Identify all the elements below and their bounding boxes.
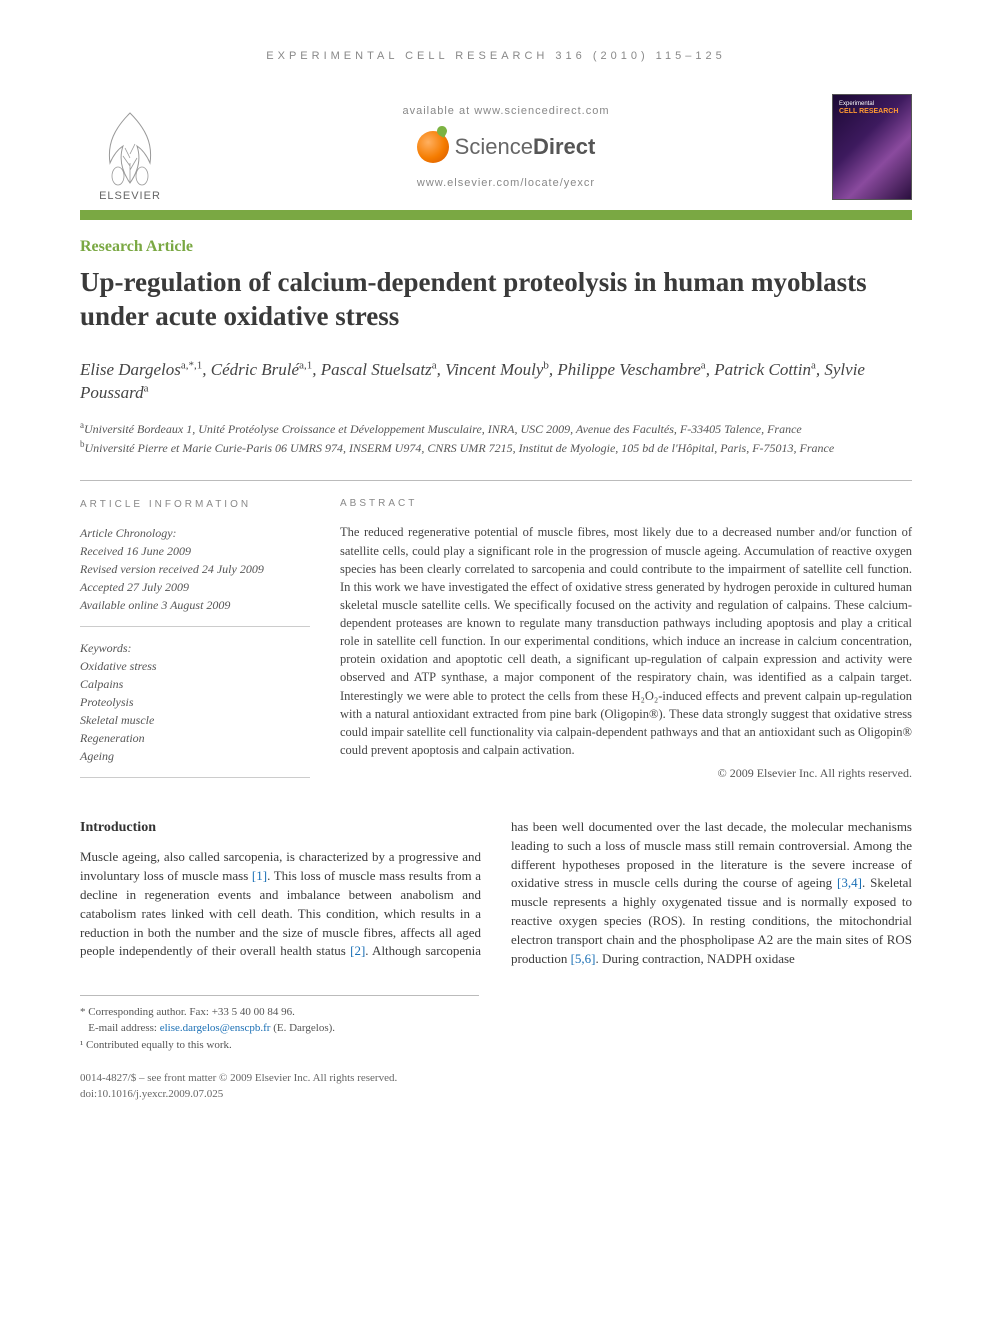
info-head: ARTICLE INFORMATION bbox=[80, 497, 310, 512]
elsevier-logo: ELSEVIER bbox=[80, 92, 180, 202]
sd-logo: ScienceDirect bbox=[200, 131, 812, 163]
keywords-label: Keywords: bbox=[80, 639, 310, 657]
page-footer: 0014-4827/$ – see front matter © 2009 El… bbox=[80, 1071, 912, 1102]
contrib-note: ¹ Contributed equally to this work. bbox=[80, 1037, 479, 1054]
keyword: Skeletal muscle bbox=[80, 711, 310, 729]
email-link[interactable]: elise.dargelos@enscpb.fr bbox=[160, 1022, 271, 1034]
article-title: Up-regulation of calcium-dependent prote… bbox=[80, 266, 912, 334]
abstract: ABSTRACT The reduced regenerative potent… bbox=[340, 497, 912, 790]
article-type: Research Article bbox=[80, 238, 912, 256]
corresponding-author: * Corresponding author. Fax: +33 5 40 00… bbox=[80, 1004, 479, 1021]
tree-icon bbox=[95, 108, 165, 188]
ref-link[interactable]: [2] bbox=[350, 943, 365, 958]
intro-paragraph: Muscle ageing, also called sarcopenia, i… bbox=[80, 818, 912, 969]
elsevier-label: ELSEVIER bbox=[99, 190, 161, 202]
info-divider bbox=[80, 777, 310, 778]
abstract-text: The reduced regenerative potential of mu… bbox=[340, 523, 912, 759]
keyword: Calpains bbox=[80, 675, 310, 693]
locate-url: www.elsevier.com/locate/yexcr bbox=[200, 177, 812, 189]
publisher-band: ELSEVIER available at www.sciencedirect.… bbox=[80, 92, 912, 202]
body-columns: Introduction Muscle ageing, also called … bbox=[80, 818, 912, 969]
keyword: Ageing bbox=[80, 747, 310, 765]
sciencedirect-block: available at www.sciencedirect.com Scien… bbox=[180, 105, 832, 189]
green-rule bbox=[80, 210, 912, 220]
revised-date: Revised version received 24 July 2009 bbox=[80, 560, 310, 578]
accepted-date: Accepted 27 July 2009 bbox=[80, 578, 310, 596]
sd-name: ScienceDirect bbox=[455, 134, 596, 160]
journal-cover-thumb: Experimental CELL RESEARCH bbox=[832, 94, 912, 200]
article-info: ARTICLE INFORMATION Article Chronology: … bbox=[80, 497, 310, 790]
available-at: available at www.sciencedirect.com bbox=[200, 105, 812, 117]
abstract-copyright: © 2009 Elsevier Inc. All rights reserved… bbox=[340, 765, 912, 782]
affiliation-b: bUniversité Pierre et Marie Curie-Paris … bbox=[80, 438, 912, 457]
running-head: EXPERIMENTAL CELL RESEARCH 316 (2010) 11… bbox=[80, 50, 912, 62]
ref-link[interactable]: [1] bbox=[252, 868, 267, 883]
chronology-label: Article Chronology: bbox=[80, 524, 310, 542]
footnotes: * Corresponding author. Fax: +33 5 40 00… bbox=[80, 995, 479, 1054]
section-head-intro: Introduction bbox=[80, 818, 481, 838]
footer-line1: 0014-4827/$ – see front matter © 2009 El… bbox=[80, 1071, 912, 1086]
received-date: Received 16 June 2009 bbox=[80, 542, 310, 560]
info-abstract-row: ARTICLE INFORMATION Article Chronology: … bbox=[80, 480, 912, 790]
info-divider bbox=[80, 626, 310, 627]
cover-line1: Experimental bbox=[839, 101, 874, 107]
abstract-head: ABSTRACT bbox=[340, 497, 912, 512]
ref-link[interactable]: [3,4] bbox=[837, 875, 862, 890]
affiliations: aUniversité Bordeaux 1, Unité Protéolyse… bbox=[80, 419, 912, 458]
keyword: Oxidative stress bbox=[80, 657, 310, 675]
sd-orb-icon bbox=[417, 131, 449, 163]
email-line: E-mail address: elise.dargelos@enscpb.fr… bbox=[80, 1020, 479, 1037]
online-date: Available online 3 August 2009 bbox=[80, 596, 310, 614]
footer-doi: doi:10.1016/j.yexcr.2009.07.025 bbox=[80, 1087, 912, 1102]
affiliation-a: aUniversité Bordeaux 1, Unité Protéolyse… bbox=[80, 419, 912, 438]
keyword: Regeneration bbox=[80, 729, 310, 747]
author-list: Elise Dargelosa,*,1, Cédric Bruléa,1, Pa… bbox=[80, 358, 912, 406]
keyword: Proteolysis bbox=[80, 693, 310, 711]
cover-line2: CELL RESEARCH bbox=[839, 108, 898, 115]
ref-link[interactable]: [5,6] bbox=[571, 951, 596, 966]
